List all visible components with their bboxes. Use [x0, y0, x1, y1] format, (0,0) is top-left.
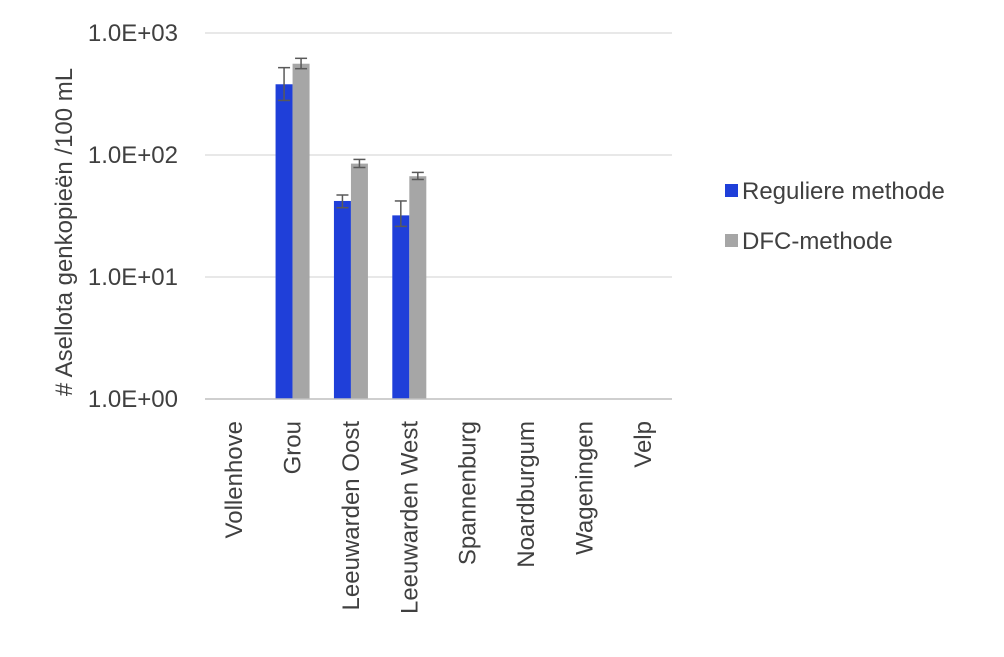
bar	[275, 84, 293, 399]
x-category-label: Leeuwarden West	[396, 421, 423, 614]
y-tick-labels: 1.0E+00 1.0E+01 1.0E+02 1.0E+03	[88, 20, 178, 413]
y-tick-label: 1.0E+03	[88, 20, 178, 47]
legend-label: DFC-methode	[742, 228, 893, 255]
x-category-label: Velp	[630, 421, 657, 468]
x-category-label: Noardburgum	[513, 421, 540, 568]
y-tick-label: 1.0E+01	[88, 264, 178, 291]
bar	[333, 200, 351, 399]
y-tick-label: 1.0E+02	[88, 142, 178, 169]
legend: Reguliere methode DFC-methode	[725, 178, 945, 255]
x-category-label: Wageningen	[571, 421, 598, 555]
legend-swatch	[725, 184, 738, 197]
bars	[275, 63, 427, 399]
bar	[409, 176, 427, 399]
gridlines	[205, 32, 672, 278]
bar	[392, 215, 410, 399]
x-category-label: Leeuwarden Oost	[338, 421, 365, 611]
bar	[292, 63, 310, 399]
y-axis-title: # Asellota genkopieën /100 mL	[51, 68, 78, 396]
x-category-label: Grou	[280, 421, 307, 474]
legend-swatch	[725, 234, 738, 247]
error-bars	[278, 57, 424, 228]
x-category-label: Spannenburg	[455, 421, 482, 565]
legend-label: Reguliere methode	[742, 178, 945, 205]
y-tick-label: 1.0E+00	[88, 386, 178, 413]
x-category-labels: Vollenhove Grou Leeuwarden Oost Leeuwarden …	[221, 421, 657, 614]
bar	[350, 163, 368, 399]
x-category-label: Vollenhove	[221, 421, 248, 538]
